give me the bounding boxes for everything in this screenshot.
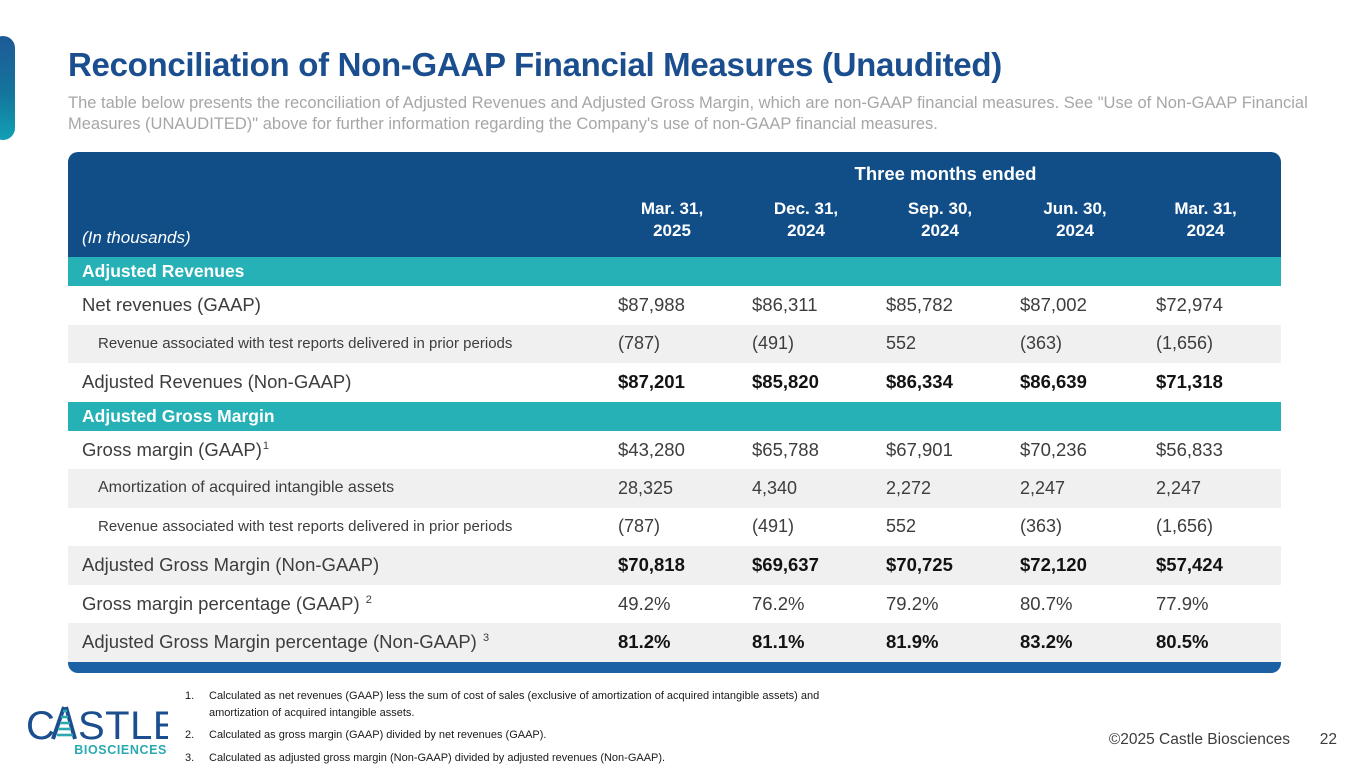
slide-accent-bar [0,36,15,140]
table-row-total: Adjusted Revenues (Non-GAAP) $87,201 $85… [82,371,1223,393]
page-title: Reconciliation of Non-GAAP Financial Mea… [68,46,1002,83]
column-header: Jun. 30, 2024 [1043,199,1107,241]
reconciliation-table: Three months ended Mar. 31, 2025 Dec. 31,… [68,152,1281,673]
table-bottom-bar [68,661,1281,673]
table-row: Revenue associated with test reports del… [68,324,1281,363]
footnotes: 1. Calculated as net revenues (GAAP) les… [185,688,840,772]
table-row-total: Adjusted Gross Margin (Non-GAAP) $70,818… [68,546,1281,585]
table-row: Revenue associated with test reports del… [98,516,1214,537]
table-row: Gross margin (GAAP)1 $43,280 $65,788 $67… [82,438,1223,460]
logo-a-mark [51,706,77,740]
footnote-3: 3. Calculated as adjusted gross margin (… [185,751,666,764]
column-header: Mar. 31, 2025 [640,199,704,241]
column-header: Dec. 31, 2024 [773,199,839,241]
logo-text-c: C [28,704,55,748]
in-thousands-label: (In thousands) [82,228,191,247]
table-date-columns: Mar. 31, 2025 Dec. 31, 2024 Sep. 30, 2024 J… [618,198,1281,257]
logo-text-stle: STLE [78,704,168,748]
section-header-adjusted-gross-margin: Adjusted Gross Margin [68,401,1281,431]
table-row: Gross margin percentage (GAAP) 2 49.2% 7… [82,592,1209,614]
footnote-2: 2. Calculated as gross margin (GAAP) div… [185,729,547,741]
table-header-title: Three months ended [854,163,1037,184]
table-header: Three months ended Mar. 31, 2025 Dec. 31,… [68,152,1281,257]
column-header: Sep. 30, 2024 [907,199,973,241]
table-row: Net revenues (GAAP) $87,988 $86,311 $85,… [82,294,1223,316]
table-row-total: Adjusted Gross Margin percentage (Non-GA… [68,623,1281,662]
table-row: Amortization of acquired intangible asse… [68,469,1281,508]
logo-text-biosciences: BIOSCIENCES [74,743,167,757]
footnote-1: 1. Calculated as net revenues (GAAP) les… [185,690,820,719]
page-subtitle: The table below presents the reconciliat… [68,94,1308,133]
column-header: Mar. 31, 2024 [1174,199,1237,241]
copyright-text: ©2025 Castle Biosciences [1108,731,1290,748]
castle-biosciences-logo: C STLE BIOSCIENCES [28,704,168,757]
page-number: 22 [1319,731,1337,748]
section-header-adjusted-revenues: Adjusted Revenues [68,257,1281,286]
